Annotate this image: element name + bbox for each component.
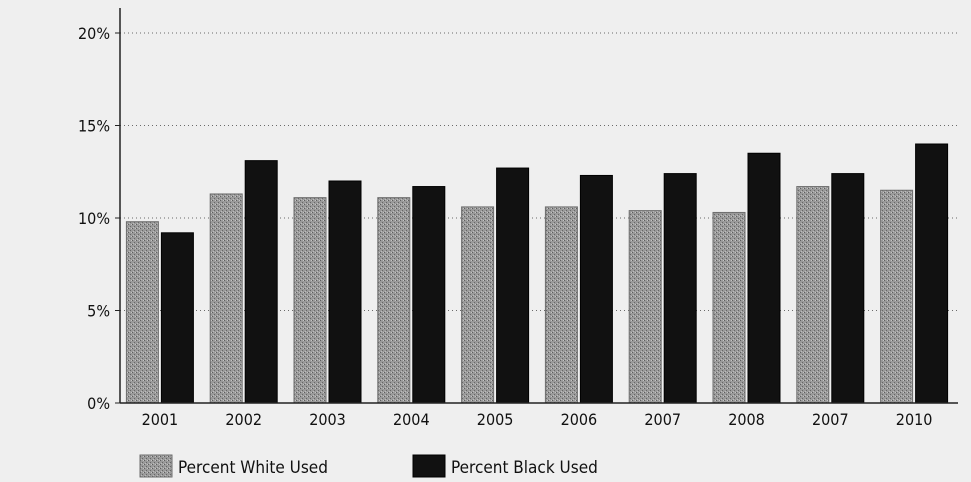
x-tick-label: 2007 bbox=[644, 410, 681, 429]
x-tick-label: 2004 bbox=[393, 410, 430, 429]
bar-white-used bbox=[125, 221, 159, 404]
bar-black-used bbox=[831, 173, 865, 404]
x-tick-label: 2007 bbox=[812, 410, 849, 429]
bar-white-used bbox=[293, 197, 327, 404]
legend-swatch-black bbox=[412, 454, 446, 478]
bar-white-used bbox=[377, 197, 411, 404]
bar-black-used bbox=[244, 160, 278, 404]
legend: Percent White Used Percent Black Used bbox=[139, 454, 598, 478]
x-tick-label: 2006 bbox=[561, 410, 598, 429]
bar-black-used bbox=[579, 174, 613, 404]
y-tick-label: 15% bbox=[78, 117, 110, 136]
bar-black-used bbox=[412, 186, 446, 404]
y-tick-label: 5% bbox=[87, 302, 110, 321]
bar-white-used bbox=[880, 189, 914, 404]
bar-black-used bbox=[160, 232, 194, 404]
x-tick-label: 2003 bbox=[309, 410, 346, 429]
y-tick-label: 10% bbox=[78, 209, 110, 228]
bars bbox=[125, 143, 949, 404]
legend-label-black: Percent Black Used bbox=[451, 458, 598, 478]
bar-white-used bbox=[796, 186, 830, 404]
x-tick-label: 2001 bbox=[142, 410, 179, 429]
bar-white-used bbox=[544, 206, 578, 404]
bar-black-used bbox=[747, 152, 781, 404]
x-tick-label: 2005 bbox=[477, 410, 514, 429]
legend-swatch-white bbox=[139, 454, 173, 478]
x-tick-label: 2008 bbox=[728, 410, 765, 429]
axes: 0% 5% 10% 15% 20% 2001 2002 2003 2004 2005 2006 200… bbox=[78, 8, 958, 429]
bar-black-used bbox=[663, 173, 697, 404]
x-tick-label: 2002 bbox=[225, 410, 262, 429]
bar-black-used bbox=[496, 167, 530, 404]
x-tick-label: 2010 bbox=[896, 410, 933, 429]
bar-white-used bbox=[628, 210, 662, 404]
legend-label-white: Percent White Used bbox=[178, 458, 328, 478]
bar-black-used bbox=[328, 180, 362, 404]
bar-white-used bbox=[461, 206, 495, 404]
bar-white-used bbox=[209, 193, 243, 404]
bar-black-used bbox=[915, 143, 949, 404]
y-tick-label: 20% bbox=[78, 24, 110, 43]
y-tick-label: 0% bbox=[87, 394, 110, 413]
bar-white-used bbox=[712, 211, 746, 404]
